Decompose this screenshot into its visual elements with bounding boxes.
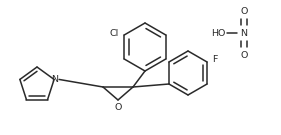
- Text: O: O: [114, 102, 122, 112]
- Text: N: N: [52, 75, 59, 84]
- Text: N: N: [241, 28, 248, 38]
- Text: O: O: [240, 6, 248, 16]
- Text: O: O: [240, 50, 248, 60]
- Text: HO: HO: [211, 28, 225, 38]
- Text: F: F: [212, 55, 218, 63]
- Text: Cl: Cl: [110, 28, 119, 38]
